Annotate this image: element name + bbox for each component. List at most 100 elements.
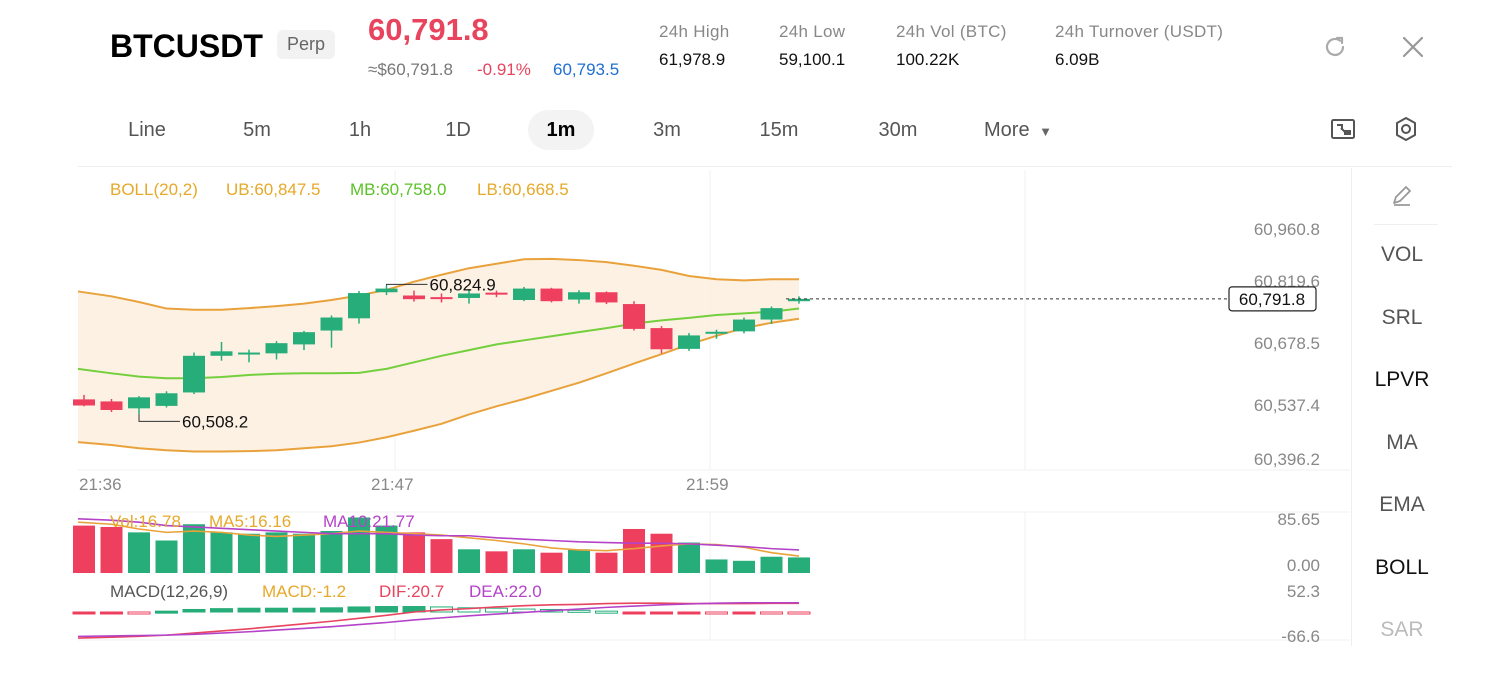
macd-dif-line [77,602,800,639]
macd-legend-macd: MACD:-1.2 [262,582,346,601]
macd-bar [650,611,673,615]
y-tick-label: 60,537.4 [1254,396,1320,415]
x-tick-label: 21:59 [686,475,729,494]
macd-bar [622,611,646,615]
stat-high-value: 61,978.9 [659,50,726,69]
volume-bar [458,549,480,573]
current-price-tag [1228,286,1317,312]
macd-bar [100,611,123,615]
volume-bar [320,531,343,573]
candle-body [430,297,453,300]
volume-bar [403,532,425,573]
candle-body [760,308,783,320]
vol-y-tick: 85.65 [1277,510,1320,529]
macd-bar [292,607,316,613]
volume-bar [678,542,700,573]
volume-bar [760,556,783,573]
volume-bar [155,540,178,573]
macd-bar [760,611,783,615]
tab-30m[interactable]: 30m [878,119,918,141]
max-price-label: 60,824.9 [430,275,496,294]
indicator-boll[interactable]: BOLL [1375,556,1429,579]
volume-bar [238,533,260,573]
volume-bar [210,532,233,573]
refresh-icon[interactable] [1319,31,1351,63]
volume-bar [705,559,728,573]
fullscreen-icon[interactable] [1327,113,1359,145]
candle-body [73,399,95,406]
macd-legend-dif: DIF:20.7 [379,582,444,601]
macd-legend-name: MACD(12,26,9) [110,582,228,601]
boll-legend-lb: LB:60,668.5 [477,180,569,199]
candle-body [100,401,123,410]
tab-3m[interactable]: 3m [653,119,681,141]
stat-high-label: 24h High [659,22,730,41]
tab-more[interactable]: More ▼ [984,110,1056,150]
candle-body [623,304,645,329]
indicator-vol[interactable]: VOL [1380,243,1424,266]
macd-bar [787,611,811,615]
stat-turnover-label: 24h Turnover (USDT) [1055,22,1224,41]
header-divider [78,166,1452,167]
vol-legend-ma5: MA5:16.16 [209,512,291,531]
candle-body [293,332,315,345]
macd-bar [677,611,701,615]
mark-price: 60,793.5 [553,60,620,79]
max-price-leader [386,283,428,286]
tab-5m[interactable]: 5m [243,119,271,141]
side-panel-border [1351,168,1352,646]
last-price: 60,791.8 [368,12,489,47]
x-tick-label: 21:47 [371,475,414,494]
x-tick-label: 21:36 [79,475,122,494]
boll-upper-line [77,257,799,311]
indicator-lpvr[interactable]: LPVR [1374,368,1430,391]
volume-bar [788,557,810,573]
macd-bar [705,611,728,615]
volume-bar [375,525,398,573]
candle-body [485,292,508,295]
macd-bar [72,611,96,615]
indicator-ema[interactable]: EMA [1379,493,1425,516]
candle-body [678,335,700,349]
indicator-ma[interactable]: MA [1386,431,1418,454]
volume-bar [540,552,563,573]
vol-legend-ma10: MA10:21.77 [323,512,415,531]
volume-bar [623,528,645,573]
volume-bar [513,549,535,573]
tab-1m[interactable]: 1m [528,110,594,150]
caret-down-icon: ▼ [1039,124,1053,139]
y-tick-label: 60,678.5 [1254,334,1320,353]
volume-bar [265,532,288,573]
close-icon[interactable] [1397,31,1429,63]
volume-bar [485,551,508,573]
candle-body [568,292,590,300]
tab-1h[interactable]: 1h [348,119,372,141]
volume-bar [128,532,150,573]
tab-line[interactable]: Line [128,119,166,141]
candle-body [210,351,233,356]
candle-body [265,343,288,354]
macd-bar [237,607,261,613]
macd-bar [595,610,618,614]
tab-more-label: More [984,119,1030,141]
tab-15m[interactable]: 15m [759,119,799,141]
volume-bar [430,539,453,573]
volume-bar [73,525,95,573]
vol-legend-value: Vol:16.78 [110,512,181,531]
symbol-title: BTCUSDT [110,28,263,64]
volume-bar [183,524,205,573]
indicator-srl[interactable]: SRL [1381,306,1423,329]
tab-1d[interactable]: 1D [445,119,471,141]
indicator-sar[interactable]: SAR [1380,618,1424,641]
volume-bar [293,533,315,573]
change-percent: -0.91% [477,60,531,79]
macd-legend-dea: DEA:22.0 [469,582,542,601]
min-price-leader [138,414,180,422]
candle-body [650,328,673,350]
macd-bar [375,606,398,613]
candle-body [348,293,370,319]
macd-y-tick: 52.3 [1287,582,1320,601]
draw-pencil-icon[interactable] [1386,180,1418,212]
settings-icon[interactable] [1390,113,1422,145]
